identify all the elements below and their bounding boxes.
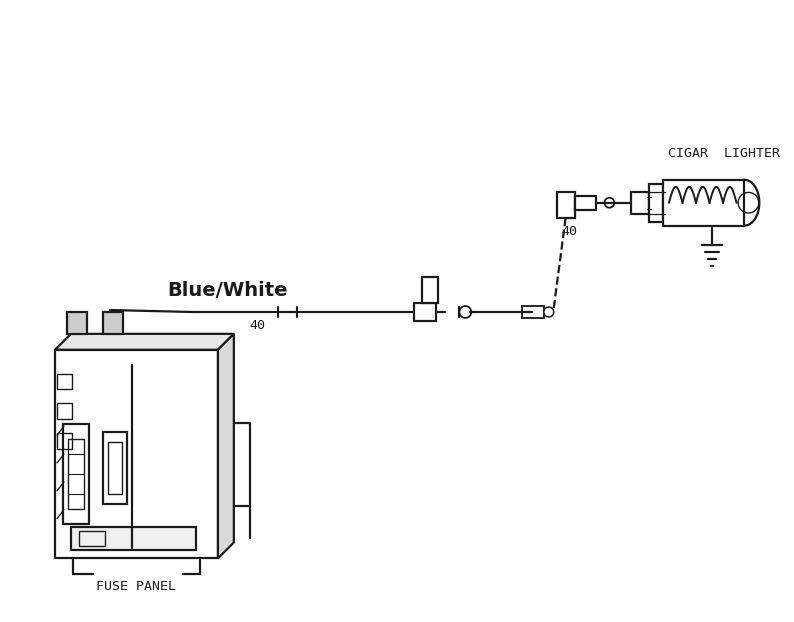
Text: CIGAR  LIGHTER: CIGAR LIGHTER (668, 147, 780, 160)
Bar (631, 192, 649, 213)
Bar (414, 303, 436, 321)
Text: FUSE PANEL: FUSE PANEL (97, 580, 176, 593)
Bar (79, 531, 105, 547)
Bar (55, 350, 218, 559)
Bar (57, 374, 72, 389)
Polygon shape (218, 334, 234, 559)
Circle shape (460, 306, 472, 318)
Polygon shape (55, 334, 234, 350)
Bar (108, 442, 121, 494)
Bar (68, 439, 84, 509)
Bar (522, 306, 544, 318)
Bar (663, 180, 745, 226)
Bar (575, 196, 596, 210)
Bar (71, 527, 196, 550)
Bar (57, 433, 72, 449)
Bar (67, 312, 87, 334)
Text: 40: 40 (561, 225, 578, 238)
Bar (63, 424, 89, 524)
Circle shape (604, 198, 615, 208)
Bar (102, 312, 122, 334)
Bar (422, 277, 437, 303)
Bar (557, 192, 575, 218)
Circle shape (544, 307, 553, 317)
Text: Blue/White: Blue/White (168, 281, 288, 300)
Text: 40: 40 (249, 319, 266, 332)
Bar (57, 404, 72, 419)
Bar (649, 184, 663, 221)
Bar (102, 432, 126, 504)
